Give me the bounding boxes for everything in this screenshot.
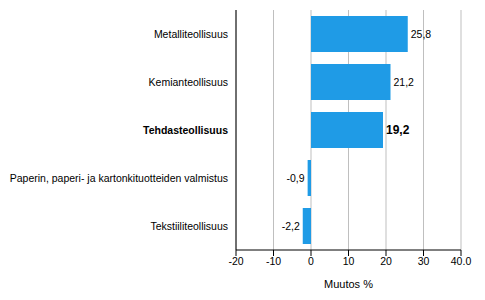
svg-text:Kemianteollisuus: Kemianteollisuus (149, 76, 228, 88)
svg-text:10: 10 (343, 255, 355, 267)
svg-text:-2,2: -2,2 (282, 220, 300, 232)
svg-text:40.0: 40.0 (451, 255, 472, 267)
svg-text:-10: -10 (266, 255, 281, 267)
svg-text:Tekstiiliteollisuus: Tekstiiliteollisuus (150, 220, 228, 232)
svg-text:0: 0 (308, 255, 314, 267)
svg-text:19,2: 19,2 (386, 123, 410, 137)
svg-text:21,2: 21,2 (394, 76, 415, 88)
svg-text:25,8: 25,8 (411, 28, 432, 40)
svg-text:20: 20 (380, 255, 392, 267)
svg-text:-20: -20 (228, 255, 243, 267)
svg-text:30: 30 (418, 255, 430, 267)
svg-text:-0,9: -0,9 (287, 172, 305, 184)
svg-text:Muutos %: Muutos % (324, 278, 373, 290)
svg-text:Paperin, paperi- ja kartonkitu: Paperin, paperi- ja kartonkituotteiden v… (10, 172, 228, 184)
svg-text:Tehdasteollisuus: Tehdasteollisuus (143, 124, 228, 136)
svg-text:Metalliteollisuus: Metalliteollisuus (154, 28, 228, 40)
